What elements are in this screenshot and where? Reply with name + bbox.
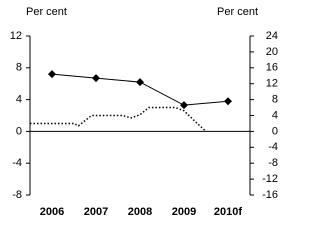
x-tick-label: 2010f (214, 206, 242, 218)
x-tick-label: 2008 (128, 206, 152, 218)
y2-tick-label: -12 (262, 173, 278, 185)
y-tick-label: -4 (12, 157, 22, 169)
y2-tick-label: 20 (266, 46, 278, 58)
y2-axis-label: Per cent (217, 6, 258, 18)
marker (92, 74, 100, 83)
y2-tick-label: 4 (272, 109, 278, 121)
dotted-line (30, 106, 207, 132)
x-tick-label: 2007 (84, 206, 108, 218)
y2-tick-label: -8 (268, 157, 278, 169)
y2-tick-label: -16 (262, 189, 278, 201)
y2-tick-label: 16 (266, 62, 278, 74)
y2-tick-label: 24 (266, 30, 278, 42)
y-tick-label: -8 (12, 189, 22, 201)
y-tick-label: 12 (10, 30, 22, 42)
marker (224, 97, 232, 106)
y-tick-label: 4 (16, 94, 22, 106)
marker (48, 70, 56, 79)
marker (136, 78, 144, 87)
chart: Per cent Per cent -8 -4 0 4 8 12 -16 -12 -8 -4 0 4 8… (10, 6, 278, 218)
y2-tick-label: 12 (266, 78, 278, 90)
y-axis-label: Per cent (26, 6, 67, 18)
x-tick-label: 2009 (172, 206, 196, 218)
y2-tick-label: -4 (268, 141, 278, 153)
y2-tick-label: 8 (272, 94, 278, 106)
marker (180, 101, 188, 110)
y-tick-label: 0 (16, 125, 22, 137)
y-tick-label: 8 (16, 62, 22, 74)
y2-tick-label: 0 (272, 125, 278, 137)
x-tick-label: 2006 (40, 206, 64, 218)
